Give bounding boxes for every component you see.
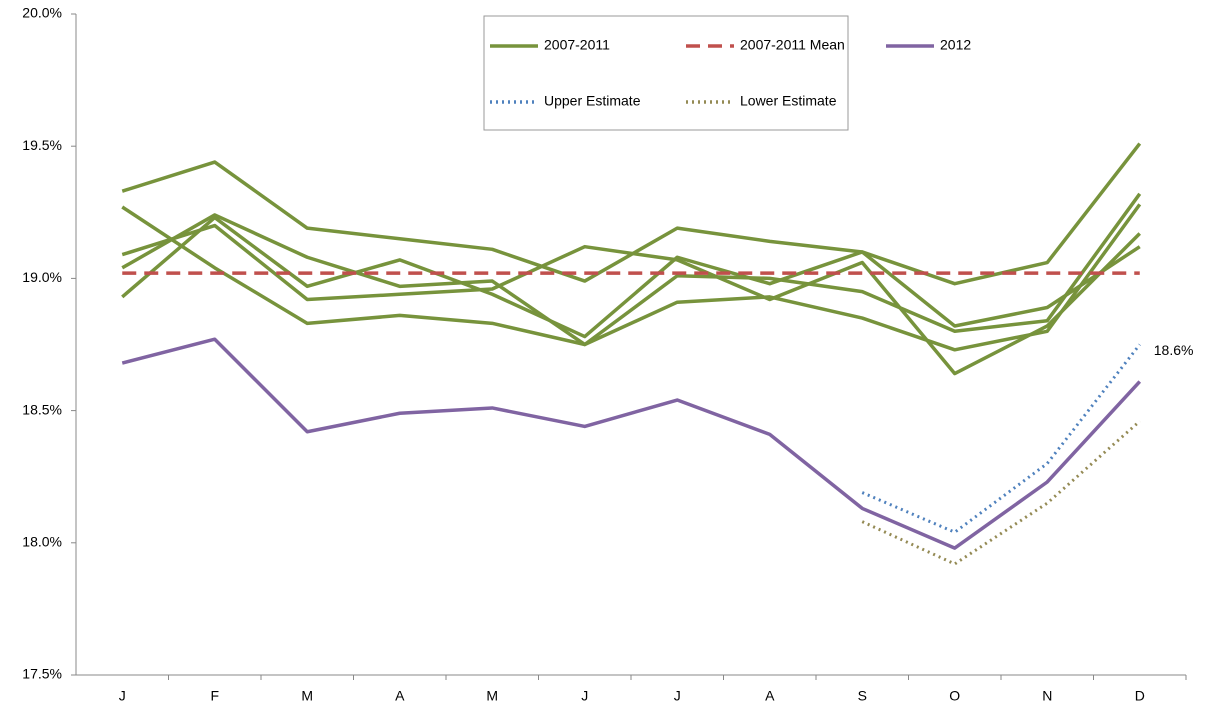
series-line: [861, 343, 1141, 534]
legend-label: 2007-2011: [544, 37, 610, 53]
series-line: [121, 337, 1142, 550]
series-line: [121, 223, 1141, 376]
x-tick-label: J: [119, 688, 126, 704]
x-tick-label: S: [858, 688, 867, 704]
legend-label: Lower Estimate: [740, 93, 837, 109]
x-tick-label: M: [301, 688, 313, 704]
x-tick-label: N: [1042, 688, 1052, 704]
value-label: 18.6%: [1154, 342, 1194, 358]
x-tick-label: A: [765, 688, 775, 704]
x-tick-label: D: [1135, 688, 1145, 704]
series-line: [121, 215, 1141, 339]
y-tick-label: 17.5%: [22, 666, 62, 682]
legend-box: [483, 15, 849, 131]
x-tick-label: J: [674, 688, 681, 704]
x-tick-label: M: [486, 688, 498, 704]
x-tick-label: O: [949, 688, 960, 704]
y-tick-label: 19.5%: [22, 137, 62, 153]
y-tick-label: 19.0%: [22, 269, 62, 285]
x-tick-label: F: [210, 688, 219, 704]
x-tick-label: J: [581, 688, 588, 704]
legend-label: 2012: [940, 37, 971, 53]
series-line: [121, 203, 1142, 352]
series-line: [861, 420, 1141, 566]
series-line: [121, 192, 1142, 347]
legend-label: 2007-2011 Mean: [740, 37, 845, 53]
y-tick-label: 20.0%: [22, 5, 62, 21]
x-tick-label: A: [395, 688, 405, 704]
y-tick-label: 18.0%: [22, 534, 62, 550]
y-tick-label: 18.5%: [22, 401, 62, 417]
legend-label: Upper Estimate: [544, 93, 641, 109]
